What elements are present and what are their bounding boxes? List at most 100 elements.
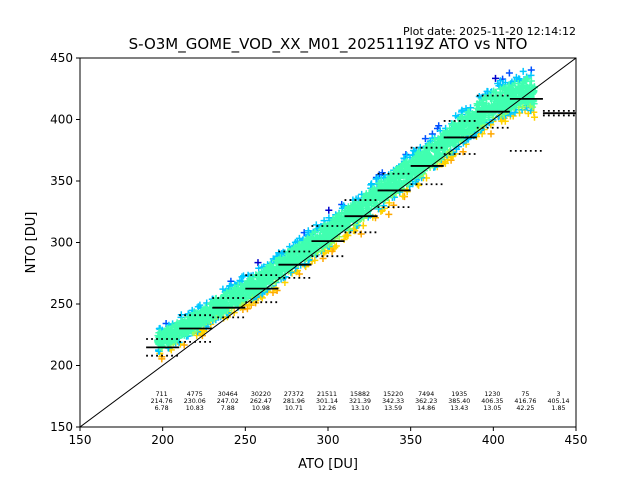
scatter-point bbox=[496, 85, 504, 93]
scatter-point bbox=[483, 87, 491, 95]
scatter-point bbox=[378, 169, 386, 177]
scatter-point bbox=[385, 199, 393, 207]
scatter-point bbox=[189, 313, 197, 321]
scatter-point bbox=[278, 250, 286, 258]
scatter-point bbox=[238, 273, 246, 281]
scatter-point bbox=[168, 322, 176, 330]
bin-mean-label: 281.96 bbox=[283, 398, 305, 405]
scatter-point bbox=[399, 192, 407, 200]
scatter-point bbox=[487, 130, 495, 138]
bin-std-label: 6.78 bbox=[155, 405, 169, 412]
bin-count-label: 30220 bbox=[251, 391, 271, 398]
scatter-point bbox=[485, 91, 493, 99]
scatter-point bbox=[467, 104, 474, 112]
bin-count-label: 711 bbox=[156, 391, 168, 398]
y-tick-label: 300 bbox=[50, 236, 73, 250]
bin-count-label: 75 bbox=[521, 391, 529, 398]
y-tick-label: 200 bbox=[50, 359, 73, 373]
x-tick-label: 450 bbox=[565, 433, 588, 447]
scatter-point bbox=[237, 281, 245, 289]
scatter-point bbox=[340, 202, 348, 210]
scatter-point bbox=[368, 180, 375, 188]
y-tick-label: 350 bbox=[50, 174, 73, 188]
scatter-point bbox=[320, 217, 328, 225]
scatter-point bbox=[358, 203, 366, 211]
bin-std-label: 13.43 bbox=[450, 405, 468, 412]
plot-date: Plot date: 2025-11-20 12:14:12 bbox=[403, 25, 576, 38]
scatter-point bbox=[155, 333, 163, 341]
bin-count-label: 15882 bbox=[350, 391, 370, 398]
scatter-point bbox=[381, 178, 389, 186]
scatter-point bbox=[293, 257, 301, 265]
scatter-point bbox=[321, 248, 329, 256]
chart-title: S-O3M_GOME_VOD_XX_M01_20251119Z ATO vs N… bbox=[129, 35, 528, 54]
scatter-point bbox=[332, 242, 340, 250]
scatter-point bbox=[255, 264, 263, 272]
bin-std-label: 14.86 bbox=[417, 405, 435, 412]
bin-mean-label: 416.76 bbox=[514, 398, 536, 405]
scatter-point bbox=[304, 234, 312, 242]
x-tick-label: 250 bbox=[234, 433, 257, 447]
scatter-point bbox=[215, 299, 223, 307]
bin-mean-label: 385.40 bbox=[448, 398, 470, 405]
scatter-point bbox=[421, 135, 429, 143]
scatter-point bbox=[188, 316, 196, 324]
scatter-point bbox=[467, 116, 475, 124]
scatter-point bbox=[451, 123, 459, 131]
y-tick-label: 250 bbox=[50, 297, 73, 311]
bin-mean-label: 405.14 bbox=[547, 398, 569, 405]
bin-count-label: 30464 bbox=[218, 391, 238, 398]
scatter-point bbox=[271, 270, 279, 278]
scatter-point bbox=[326, 225, 334, 233]
bin-mean-label: 262.47 bbox=[250, 398, 272, 405]
scatter-point bbox=[349, 202, 357, 210]
scatter-point bbox=[344, 232, 352, 239]
bin-std-label: 42.25 bbox=[516, 405, 534, 412]
bin-count-label: 27372 bbox=[284, 391, 304, 398]
scatter-point bbox=[189, 320, 197, 328]
bin-mean-label: 321.39 bbox=[349, 398, 371, 405]
scatter-point bbox=[376, 191, 384, 199]
scatter-point bbox=[402, 151, 410, 158]
scatter-point bbox=[301, 248, 309, 256]
y-tick-label: 450 bbox=[50, 51, 73, 65]
scatter-point bbox=[403, 157, 411, 165]
scatter-point bbox=[490, 87, 498, 95]
bin-statistics-overlay bbox=[80, 58, 576, 427]
scatter-point bbox=[520, 90, 528, 98]
bin-count-labels: 711214.766.784775230.0610.8330464247.027… bbox=[151, 391, 570, 412]
scatter-point bbox=[353, 222, 360, 229]
scatter-point bbox=[403, 174, 411, 182]
scatter-point bbox=[177, 311, 185, 319]
scatter-point bbox=[325, 229, 333, 237]
scatter-point bbox=[477, 118, 485, 126]
scatter-point bbox=[165, 328, 173, 336]
bin-mean-label: 247.02 bbox=[217, 398, 239, 405]
scatter-point bbox=[435, 122, 443, 130]
scatter-point bbox=[199, 316, 206, 324]
bin-mean-label: 362.23 bbox=[415, 398, 437, 405]
scatter-point bbox=[231, 299, 239, 307]
bin-mean-label: 230.06 bbox=[184, 398, 206, 405]
scatter-point bbox=[387, 185, 395, 193]
scatter-point bbox=[390, 181, 398, 189]
scatter-point bbox=[411, 161, 419, 169]
scatter-point bbox=[530, 100, 538, 108]
bin-std-label: 7.88 bbox=[221, 405, 235, 412]
scatter-point bbox=[315, 232, 323, 240]
scatter-point bbox=[413, 167, 421, 175]
scatter-point bbox=[468, 127, 476, 135]
y-tick-label: 150 bbox=[50, 420, 73, 434]
bin-std-label: 10.71 bbox=[285, 405, 303, 412]
scatter-point bbox=[458, 128, 466, 136]
y-axis-label: NTO [DU] bbox=[24, 212, 39, 274]
bin-std-label: 10.83 bbox=[186, 405, 204, 412]
scatter-point bbox=[388, 172, 396, 180]
scatter-point bbox=[451, 141, 458, 149]
scatter-point bbox=[505, 69, 513, 77]
scatter-point bbox=[531, 113, 538, 121]
scatter-point bbox=[183, 317, 191, 325]
bin-mean-label: 301.14 bbox=[316, 398, 338, 405]
scatter-point bbox=[458, 108, 465, 116]
